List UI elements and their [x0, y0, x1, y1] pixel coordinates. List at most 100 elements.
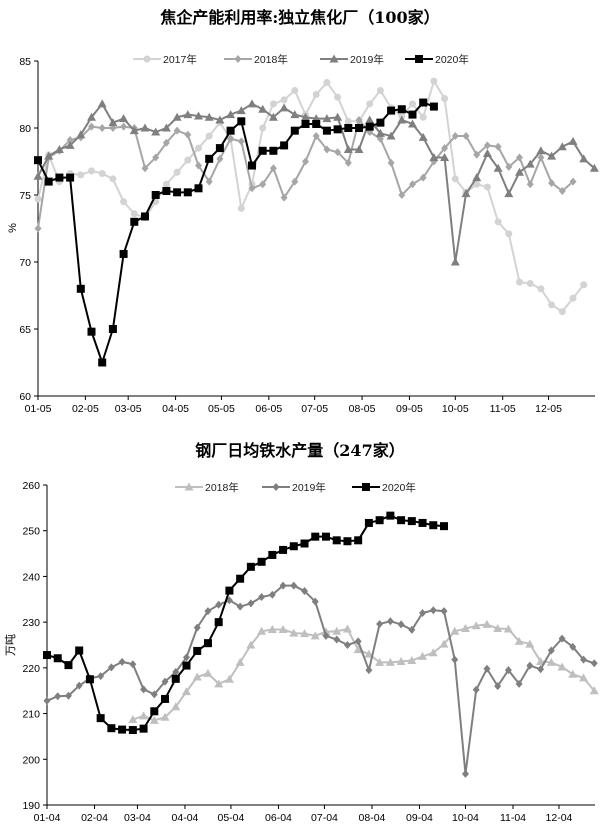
chart1-title: 焦企产能利用率:独立焦化厂（100家） — [160, 8, 440, 27]
data-point — [408, 119, 417, 128]
data-point — [462, 132, 470, 141]
data-point — [397, 620, 405, 629]
x-tick-label: 04-04 — [172, 812, 199, 824]
data-point — [546, 657, 556, 666]
data-point — [280, 96, 288, 104]
data-point — [259, 180, 267, 189]
data-point — [184, 130, 192, 139]
data-point — [589, 163, 599, 172]
data-point — [407, 656, 417, 665]
y-tick-label: 210 — [22, 709, 40, 721]
data-point — [289, 628, 299, 637]
data-point — [98, 170, 106, 178]
data-point — [441, 95, 449, 103]
data-point — [269, 100, 277, 108]
data-point — [291, 177, 299, 186]
data-point — [215, 144, 224, 153]
data-point — [34, 195, 42, 203]
data-point — [365, 666, 373, 675]
legend-marker — [329, 54, 339, 63]
legend-marker — [272, 483, 280, 491]
data-point — [162, 138, 170, 147]
data-point — [129, 126, 139, 135]
data-point — [33, 171, 43, 180]
data-point — [172, 112, 182, 121]
data-point — [247, 599, 255, 608]
legend-label: 2018年 — [205, 481, 239, 494]
data-point — [215, 115, 225, 124]
data-point — [225, 586, 234, 595]
data-point — [516, 278, 523, 286]
data-point — [429, 521, 438, 530]
data-point — [224, 674, 234, 683]
data-point — [290, 126, 299, 135]
data-point — [409, 100, 416, 108]
x-tick-label: 02-04 — [81, 812, 108, 824]
data-point — [504, 189, 514, 198]
data-point — [493, 163, 503, 172]
data-point — [322, 126, 331, 135]
chart2-title: 钢厂日均铁水产量（247家） — [195, 441, 405, 460]
data-point — [494, 218, 502, 226]
data-point — [97, 99, 107, 108]
chart2: 190 200 210 220 230 240 250 260 01-04 02-04 03-04 0… — [4, 480, 599, 824]
data-point — [343, 537, 352, 546]
data-point — [408, 625, 416, 634]
data-point — [269, 146, 278, 155]
data-point — [472, 685, 480, 694]
data-point — [236, 574, 245, 583]
x-tick-label: 10-04 — [452, 812, 479, 824]
series-2017年 — [34, 77, 588, 316]
data-point — [514, 636, 524, 645]
data-point — [108, 118, 118, 127]
data-point — [548, 301, 556, 309]
data-point — [279, 581, 287, 590]
data-point — [183, 110, 193, 119]
data-point — [333, 112, 343, 121]
data-point — [441, 144, 449, 153]
data-point — [107, 663, 115, 672]
x-tick-label: 07-04 — [311, 812, 338, 824]
data-point — [269, 164, 277, 173]
x-tick-label: 02-05 — [72, 403, 99, 415]
data-point — [195, 144, 202, 152]
data-point — [278, 624, 288, 633]
data-point — [494, 682, 502, 691]
data-point — [354, 637, 362, 646]
data-point — [451, 655, 459, 664]
data-point — [150, 707, 159, 716]
data-point — [579, 154, 589, 163]
data-point — [120, 198, 128, 206]
legend-marker — [415, 55, 423, 63]
data-point — [344, 124, 353, 132]
data-point — [429, 152, 439, 161]
data-point — [119, 249, 128, 258]
series-line — [37, 101, 435, 364]
data-point — [236, 602, 244, 611]
data-point — [557, 662, 567, 671]
data-point — [473, 150, 481, 159]
data-point — [525, 159, 535, 168]
data-point — [311, 532, 320, 541]
data-point — [235, 657, 245, 666]
data-point — [140, 123, 150, 132]
data-point — [322, 114, 332, 123]
data-point — [525, 639, 535, 648]
y-tick-label: 190 — [22, 800, 40, 812]
data-point — [182, 661, 191, 670]
chart1: 60 65 70 75 80 85 01-05 02-05 03-05 04-05 05-05 06-… — [7, 53, 599, 415]
data-point — [397, 105, 406, 114]
data-point — [321, 532, 330, 541]
data-point — [569, 642, 577, 651]
data-point — [173, 188, 182, 197]
x-tick-label: 08-04 — [359, 812, 386, 824]
data-point — [547, 151, 557, 160]
data-point — [558, 308, 566, 316]
y-tick-label: 230 — [22, 617, 40, 629]
data-point — [128, 726, 137, 735]
data-point — [343, 641, 351, 649]
y-tick-label: 75 — [19, 190, 31, 202]
data-point — [451, 132, 459, 141]
legend-item: 2018年 — [224, 53, 288, 66]
